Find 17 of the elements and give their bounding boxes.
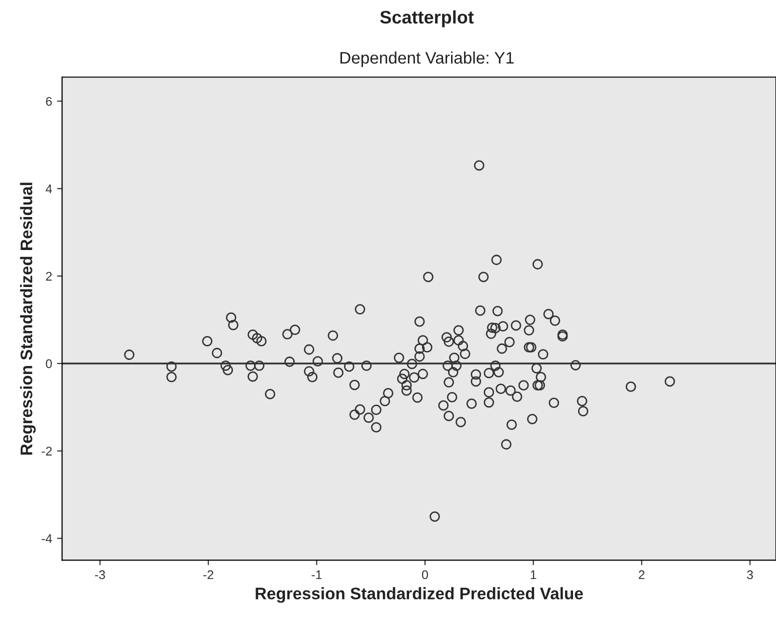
chart-subtitle: Dependent Variable: Y1 xyxy=(340,51,514,68)
x-tick-label: -1 xyxy=(312,570,322,580)
x-axis-title: Regression Standardized Predicted Value xyxy=(256,587,583,603)
y-tick-label: -4 xyxy=(42,534,52,543)
y-tick-label: 2 xyxy=(46,272,52,281)
x-tick-label: 0 xyxy=(422,570,428,580)
chart-title: Scatterplot xyxy=(380,10,474,28)
y-axis-title: Regression Standardized Residual xyxy=(20,182,36,455)
x-tick-label: 2 xyxy=(638,570,645,580)
x-tick-label: -3 xyxy=(94,570,106,580)
x-tick-label: 3 xyxy=(747,570,753,580)
y-tick-label: 0 xyxy=(46,359,52,368)
x-tick-label: 1 xyxy=(530,570,536,580)
y-tick-label: 6 xyxy=(46,96,52,106)
y-tick-label: 4 xyxy=(46,184,52,194)
y-tick-label: -2 xyxy=(42,446,52,456)
x-tick-label: -2 xyxy=(203,570,214,580)
